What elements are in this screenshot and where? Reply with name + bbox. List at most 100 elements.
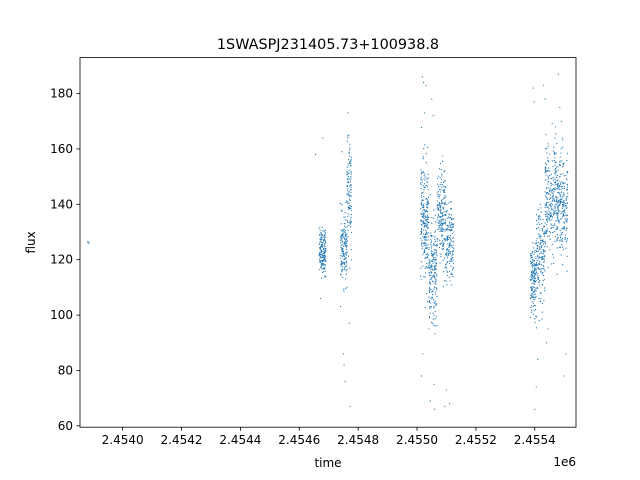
data-point <box>422 156 424 158</box>
y-tick-label: 140 <box>50 197 73 211</box>
data-point <box>427 196 430 198</box>
data-point <box>544 241 546 243</box>
data-point <box>439 183 441 185</box>
data-point <box>440 218 442 221</box>
data-point <box>538 284 540 286</box>
data-point <box>446 239 448 241</box>
data-point <box>444 239 446 241</box>
data-point <box>348 208 351 210</box>
data-point <box>341 151 343 153</box>
data-point <box>441 223 444 226</box>
data-point <box>550 223 552 225</box>
data-point <box>424 239 426 241</box>
data-point <box>556 228 559 230</box>
data-point <box>424 235 426 237</box>
data-point <box>557 183 560 185</box>
data-point <box>450 208 453 210</box>
data-point <box>443 242 445 245</box>
data-point <box>546 152 548 154</box>
data-point <box>538 260 540 262</box>
data-point <box>88 241 90 243</box>
data-point <box>567 192 569 194</box>
data-point <box>533 280 536 282</box>
data-point <box>425 233 427 235</box>
data-point <box>433 288 435 290</box>
data-point <box>530 311 533 313</box>
data-point <box>535 273 537 276</box>
data-point <box>560 239 563 241</box>
data-point <box>343 237 345 239</box>
data-point <box>442 245 444 248</box>
data-point <box>348 202 350 204</box>
data-point <box>544 166 547 169</box>
data-point <box>451 284 453 286</box>
data-point <box>440 253 442 255</box>
data-point <box>543 249 545 251</box>
data-point <box>536 248 538 250</box>
data-point <box>449 216 452 219</box>
data-point <box>532 259 534 261</box>
data-point <box>543 260 545 262</box>
data-point <box>345 260 347 262</box>
data-point <box>544 232 546 234</box>
data-point <box>545 230 547 232</box>
data-point <box>450 222 452 224</box>
data-point <box>423 183 425 185</box>
data-point <box>548 216 550 218</box>
data-point <box>452 269 454 271</box>
data-point <box>544 211 546 213</box>
data-point <box>348 194 351 196</box>
data-point <box>443 238 445 240</box>
data-point <box>421 213 423 215</box>
data-point <box>422 265 424 267</box>
data-point <box>563 375 565 377</box>
data-point <box>320 260 322 262</box>
data-point <box>324 233 326 235</box>
data-point <box>431 216 433 219</box>
data-point <box>550 182 552 184</box>
data-point <box>451 255 453 257</box>
data-point <box>439 194 441 196</box>
data-point <box>341 240 343 242</box>
data-point <box>559 201 561 203</box>
data-point <box>324 265 326 267</box>
data-point <box>349 221 351 223</box>
data-point <box>322 267 324 270</box>
data-point <box>346 219 348 222</box>
data-point <box>531 251 534 253</box>
data-point <box>436 289 438 291</box>
data-point <box>321 263 323 265</box>
data-point <box>421 224 423 226</box>
data-point <box>349 185 351 187</box>
data-point <box>423 215 425 217</box>
data-point <box>532 260 534 262</box>
data-point <box>346 225 348 227</box>
data-point <box>349 162 351 164</box>
data-point <box>538 258 540 260</box>
data-point <box>552 193 554 195</box>
data-point <box>532 250 534 252</box>
data-point <box>531 300 533 303</box>
data-point <box>556 226 558 228</box>
data-point <box>445 280 447 282</box>
data-point <box>452 237 454 240</box>
data-point <box>430 245 432 247</box>
data-point <box>531 288 533 290</box>
data-point <box>435 262 437 264</box>
data-point <box>431 254 434 256</box>
data-point <box>541 267 543 270</box>
data-point <box>339 305 342 308</box>
data-point <box>347 135 349 137</box>
data-point <box>535 251 538 253</box>
data-point <box>531 272 533 274</box>
data-point <box>535 227 538 230</box>
data-point <box>542 243 544 245</box>
data-point <box>554 187 556 189</box>
data-point <box>320 277 323 279</box>
data-point <box>551 190 553 192</box>
data-point <box>550 227 552 230</box>
data-point <box>441 234 443 236</box>
data-point <box>425 222 427 225</box>
data-point <box>531 255 533 257</box>
data-point <box>425 162 427 164</box>
